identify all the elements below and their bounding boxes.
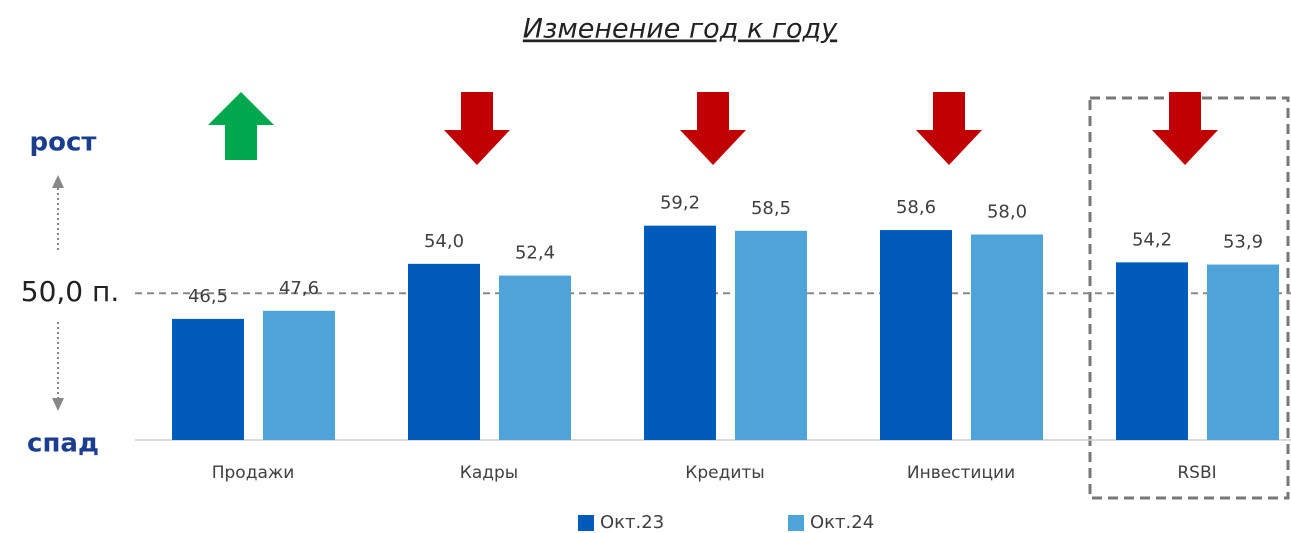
x-tick-label: RSBI xyxy=(1177,463,1216,483)
trend-arrow xyxy=(680,92,746,165)
legend-label: Окт.23 xyxy=(600,512,664,533)
legend-label: Окт.24 xyxy=(810,512,874,533)
trend-arrow xyxy=(1152,92,1218,165)
data-label: 47,6 xyxy=(279,278,319,299)
x-tick-label: Кадры xyxy=(460,463,518,483)
bar xyxy=(1207,264,1279,440)
data-label: 52,4 xyxy=(515,243,555,264)
up-label: рост xyxy=(30,128,97,158)
x-tick-label: Инвестиции xyxy=(907,463,1015,483)
data-label: 58,5 xyxy=(751,198,791,219)
data-label: 59,2 xyxy=(660,193,700,214)
down-indicator-head xyxy=(52,398,64,411)
up-indicator-head xyxy=(52,175,64,188)
trend-arrow xyxy=(208,92,274,160)
x-tick-label: Продажи xyxy=(212,463,295,483)
bar xyxy=(263,310,335,440)
bar xyxy=(644,225,716,440)
data-label: 54,0 xyxy=(424,231,464,252)
data-label: 54,2 xyxy=(1132,229,1172,250)
down-label: спад xyxy=(27,429,99,459)
legend-swatch xyxy=(578,515,594,531)
data-label: 58,0 xyxy=(987,201,1027,222)
bar xyxy=(1116,262,1188,440)
data-label: 58,6 xyxy=(896,197,936,218)
bar xyxy=(408,263,480,440)
data-label: 46,5 xyxy=(188,286,228,307)
x-tick-label: Кредиты xyxy=(685,463,764,483)
bar xyxy=(880,230,952,440)
chart-title: Изменение год к году xyxy=(523,14,838,45)
reference-label: 50,0 п. xyxy=(21,275,119,308)
bar xyxy=(735,230,807,440)
bar xyxy=(971,234,1043,440)
bar xyxy=(499,275,571,440)
bar xyxy=(172,318,244,440)
trend-arrow xyxy=(444,92,510,165)
data-label: 53,9 xyxy=(1223,232,1263,253)
trend-arrow xyxy=(916,92,982,165)
legend-swatch xyxy=(788,515,804,531)
